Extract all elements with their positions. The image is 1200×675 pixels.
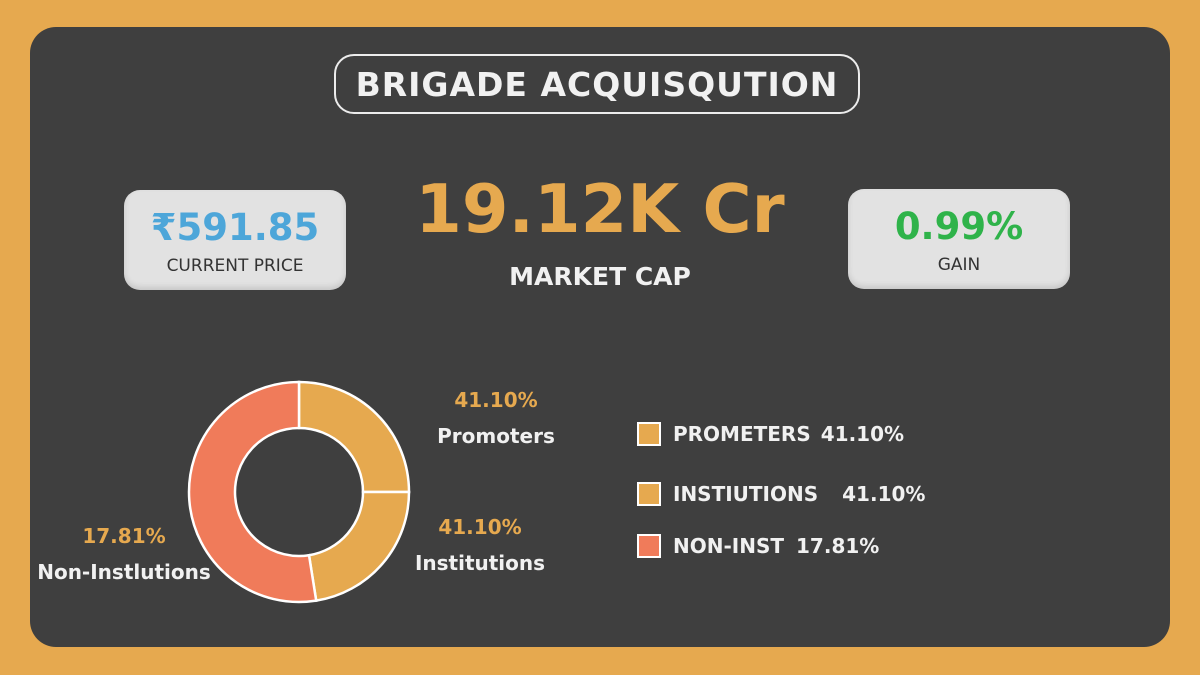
- legend-item-non-inst: NON-INST 17.81%: [637, 534, 879, 558]
- legend-label: NON-INST: [673, 534, 785, 558]
- gain-label: GAIN: [937, 255, 981, 275]
- legend-item-promoters: PROMETERS 41.10%: [637, 422, 904, 446]
- gain-card: 0.99% GAIN: [848, 189, 1070, 289]
- callout-promoters-pct: 41.10%: [454, 388, 538, 412]
- current-price-label: CURRENT PRICE: [166, 256, 304, 276]
- legend-label: PROMETERS: [673, 422, 811, 446]
- legend-label: INSTIUTIONS: [673, 482, 819, 506]
- legend-swatch: [637, 534, 661, 558]
- page-title-text: BRIGADE ACQUISQUTION: [355, 64, 839, 104]
- legend-item-institutions: INSTIUTIONS 41.10%: [637, 482, 925, 506]
- callout-promoters: 41.10% Promoters: [416, 382, 576, 454]
- legend-swatch: [637, 482, 661, 506]
- current-price-value: ₹591.85: [150, 206, 320, 249]
- page-title: BRIGADE ACQUISQUTION: [334, 54, 860, 114]
- callout-non-inst-name: Non-Instlutions: [37, 560, 211, 584]
- legend-swatch: [637, 422, 661, 446]
- callout-institutions-name: Institutions: [414, 551, 546, 575]
- callout-promoters-name: Promoters: [437, 424, 555, 448]
- callout-non-inst-pct: 17.81%: [82, 524, 166, 548]
- market-cap-label: MARKET CAP: [509, 262, 691, 291]
- callout-institutions-pct: 41.10%: [438, 515, 522, 539]
- callout-institutions: 41.10% Institutions: [400, 509, 560, 581]
- legend-value: 17.81%: [796, 534, 880, 558]
- callout-non-inst: 17.81% Non-Instlutions: [36, 518, 212, 590]
- current-price-card: ₹591.85 CURRENT PRICE: [124, 190, 346, 290]
- donut-slice-non-instlutions: [307, 490, 411, 603]
- donut-slice-institutions: [187, 380, 318, 604]
- legend-value: 41.10%: [842, 482, 926, 506]
- gain-value: 0.99%: [894, 205, 1024, 248]
- legend-value: 41.10%: [820, 422, 905, 446]
- market-cap-value: 19.12K Cr: [415, 170, 785, 248]
- donut-slice-promoters: [297, 380, 411, 494]
